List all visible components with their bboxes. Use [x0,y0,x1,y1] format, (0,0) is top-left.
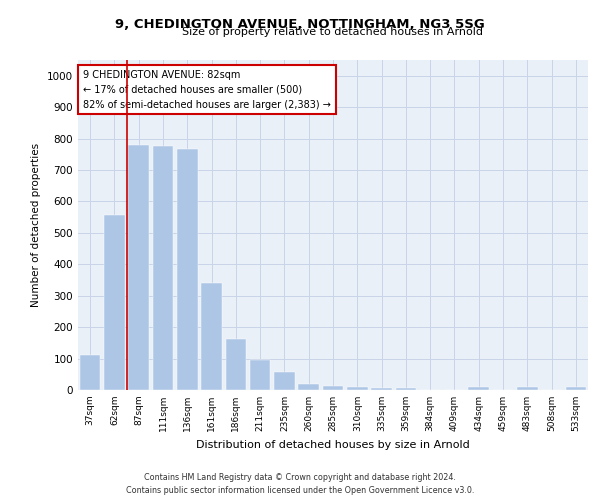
Bar [517,387,538,390]
Bar [395,388,416,390]
Bar [566,387,586,390]
Bar [201,282,222,390]
Bar [323,386,343,390]
Y-axis label: Number of detached properties: Number of detached properties [31,143,41,307]
Bar [177,150,197,390]
Bar [128,146,149,390]
Bar [298,384,319,390]
Bar [469,387,489,390]
Bar [274,372,295,390]
Bar [250,360,271,390]
Bar [347,387,368,390]
Bar [371,388,392,390]
Title: Size of property relative to detached houses in Arnold: Size of property relative to detached ho… [182,27,484,37]
Bar [104,215,125,390]
Text: 9 CHEDINGTON AVENUE: 82sqm
← 17% of detached houses are smaller (500)
82% of sem: 9 CHEDINGTON AVENUE: 82sqm ← 17% of deta… [83,70,331,110]
Bar [152,146,173,390]
Text: Contains HM Land Registry data © Crown copyright and database right 2024.
Contai: Contains HM Land Registry data © Crown c… [126,474,474,495]
X-axis label: Distribution of detached houses by size in Arnold: Distribution of detached houses by size … [196,440,470,450]
Bar [80,355,100,390]
Bar [226,339,246,390]
Text: 9, CHEDINGTON AVENUE, NOTTINGHAM, NG3 5SG: 9, CHEDINGTON AVENUE, NOTTINGHAM, NG3 5S… [115,18,485,30]
